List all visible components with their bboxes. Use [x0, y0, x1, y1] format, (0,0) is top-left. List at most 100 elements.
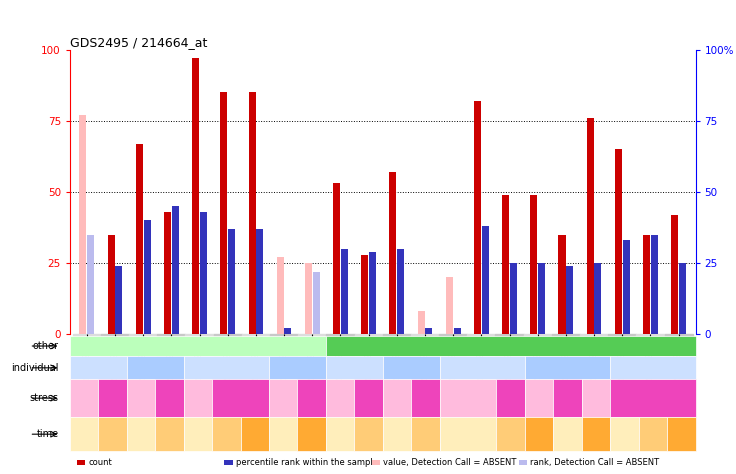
Bar: [679, 263, 686, 334]
Bar: [144, 220, 151, 334]
Text: S2: S2: [406, 364, 417, 372]
Bar: [305, 263, 312, 334]
Text: 0 d: 0 d: [561, 430, 574, 438]
Text: 0 d: 0 d: [135, 430, 148, 438]
Text: smoker: smoker: [495, 342, 526, 350]
Bar: [671, 215, 679, 334]
Text: 0 d: 0 d: [618, 430, 631, 438]
Text: injur
ed: injur ed: [303, 392, 319, 405]
Text: injur
ed: injur ed: [105, 392, 121, 405]
Bar: [73, 334, 101, 442]
Text: 7 d: 7 d: [362, 430, 375, 438]
Bar: [495, 334, 523, 442]
Text: uninju
red: uninju red: [386, 392, 408, 405]
Bar: [665, 334, 693, 442]
Bar: [341, 249, 348, 334]
Bar: [135, 144, 143, 334]
Text: 7 d: 7 d: [163, 430, 176, 438]
Text: 14 d: 14 d: [530, 430, 548, 438]
Text: time: time: [37, 429, 59, 439]
Text: 7 d: 7 d: [646, 430, 659, 438]
Bar: [249, 92, 255, 334]
Bar: [333, 183, 340, 334]
Text: S3: S3: [477, 364, 487, 372]
Bar: [417, 311, 425, 334]
Text: uninju
red: uninju red: [528, 392, 551, 405]
Text: 0 d: 0 d: [333, 430, 347, 438]
Bar: [164, 212, 171, 334]
Text: S5: S5: [648, 364, 658, 372]
Text: rank, Detection Call = ABSENT: rank, Detection Call = ABSENT: [530, 458, 659, 466]
Bar: [481, 226, 489, 334]
Text: S4: S4: [562, 364, 573, 372]
Bar: [623, 240, 630, 334]
Bar: [595, 263, 601, 334]
Text: non-smoker: non-smoker: [173, 342, 223, 350]
Bar: [277, 257, 284, 334]
Bar: [389, 172, 397, 334]
Text: 0 d: 0 d: [461, 430, 475, 438]
Bar: [270, 334, 298, 442]
Bar: [298, 334, 326, 442]
Text: individual: individual: [11, 363, 59, 373]
Text: 0 d: 0 d: [277, 430, 290, 438]
Text: percentile rank within the sample: percentile rank within the sample: [236, 458, 378, 466]
Text: injured: injured: [228, 395, 253, 401]
Text: injured: injured: [640, 395, 665, 401]
Text: 14 d: 14 d: [672, 430, 690, 438]
Bar: [87, 235, 94, 334]
Bar: [220, 92, 227, 334]
Bar: [566, 266, 573, 334]
Bar: [228, 229, 235, 334]
Text: injur
ed: injur ed: [417, 392, 434, 405]
Bar: [383, 334, 411, 442]
Bar: [185, 334, 213, 442]
Text: NS3: NS3: [218, 364, 235, 372]
Text: S1: S1: [349, 364, 359, 372]
Bar: [101, 334, 129, 442]
Bar: [651, 235, 658, 334]
Bar: [107, 235, 115, 334]
Bar: [361, 255, 368, 334]
Bar: [158, 334, 185, 442]
Bar: [256, 229, 263, 334]
Bar: [502, 195, 509, 334]
Text: injured: injured: [498, 395, 523, 401]
Bar: [79, 115, 86, 334]
Text: uninju
red: uninju red: [187, 392, 209, 405]
Text: 0 d: 0 d: [390, 430, 403, 438]
Bar: [467, 334, 495, 442]
Bar: [369, 252, 376, 334]
Bar: [355, 334, 383, 442]
Text: 14 d: 14 d: [302, 430, 321, 438]
Bar: [643, 235, 650, 334]
Bar: [474, 101, 481, 334]
Text: uninjured: uninjured: [451, 395, 485, 401]
Text: uninju
red: uninju red: [329, 392, 351, 405]
Text: uninju
red: uninju red: [272, 392, 294, 405]
Text: count: count: [88, 458, 112, 466]
Bar: [213, 334, 242, 442]
Text: 0 d: 0 d: [77, 430, 91, 438]
Text: GDS2495 / 214664_at: GDS2495 / 214664_at: [70, 36, 208, 49]
Text: injur
ed: injur ed: [559, 392, 576, 405]
Bar: [523, 334, 552, 442]
Bar: [615, 149, 622, 334]
Bar: [129, 334, 158, 442]
Bar: [531, 195, 537, 334]
Bar: [608, 334, 637, 442]
Bar: [637, 334, 665, 442]
Bar: [510, 263, 517, 334]
Bar: [587, 118, 594, 334]
Bar: [313, 272, 319, 334]
Bar: [446, 277, 453, 334]
Text: uninju
red: uninju red: [130, 392, 152, 405]
Text: NS4: NS4: [289, 364, 306, 372]
Text: 7 d: 7 d: [504, 430, 517, 438]
Bar: [453, 328, 461, 334]
Text: uninju
red: uninju red: [585, 392, 607, 405]
Text: other: other: [33, 341, 59, 351]
Bar: [326, 334, 355, 442]
Bar: [580, 334, 608, 442]
Text: NS2: NS2: [146, 364, 163, 372]
